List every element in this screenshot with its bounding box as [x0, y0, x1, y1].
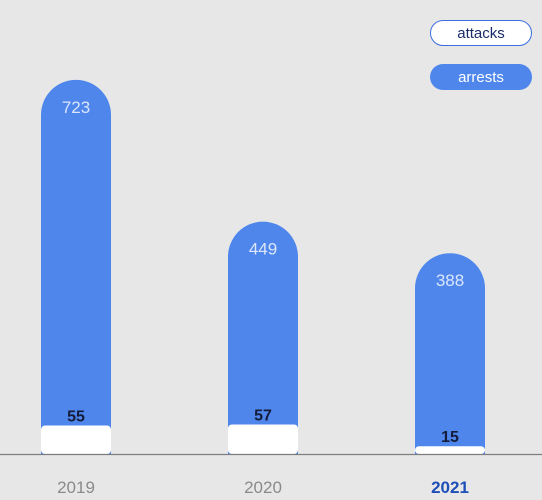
x-tick-label-2020[interactable]: 2020: [244, 478, 282, 497]
attacks-value-label-2019: 55: [67, 409, 85, 426]
arrests-bar-2019: [41, 79, 111, 454]
arrests-value-label-2021: 388: [436, 271, 464, 290]
legend-label-arrests: arrests: [458, 68, 504, 86]
attacks-bar-2021: [415, 446, 485, 454]
arrests-value-label-2019: 723: [62, 98, 90, 117]
attacks-value-label-2021: 15: [441, 429, 459, 446]
attacks-bar-2019: [41, 425, 111, 454]
arrests-value-label-2020: 449: [249, 240, 277, 259]
attacks-value-label-2020: 57: [254, 408, 272, 425]
legend-item-arrests[interactable]: arrests: [430, 64, 532, 90]
arrests-bar-2020: [228, 221, 298, 454]
x-tick-label-2019[interactable]: 2019: [57, 478, 95, 497]
legend-item-attacks[interactable]: attacks: [430, 20, 532, 46]
legend-label-attacks: attacks: [457, 24, 505, 42]
x-tick-label-2021[interactable]: 2021: [431, 478, 469, 497]
arrests-bar-2021: [415, 253, 485, 454]
attacks-bar-2020: [228, 424, 298, 454]
